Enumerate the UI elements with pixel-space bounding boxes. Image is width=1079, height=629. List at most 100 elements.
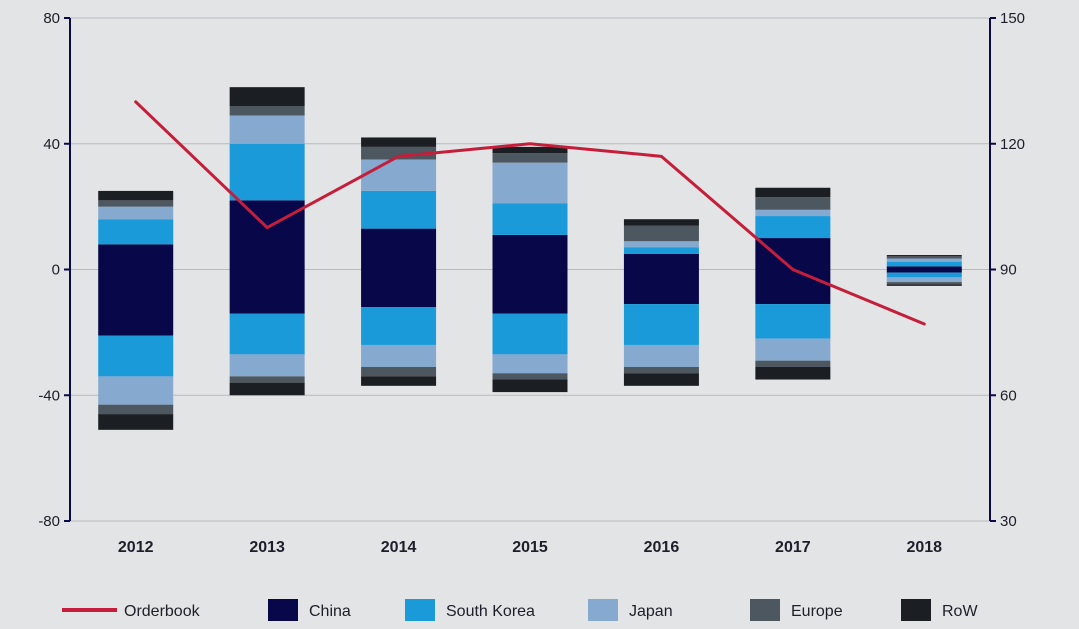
- y-left-tick-label: -80: [38, 513, 60, 530]
- bar-segment-china: [886, 266, 962, 270]
- legend-label: China: [309, 603, 351, 620]
- bar-segment-row: [623, 219, 699, 226]
- legend-swatch-box: [405, 599, 435, 621]
- bar-segment-south-korea: [623, 247, 699, 254]
- bar-segment-japan: [623, 241, 699, 248]
- y-right-tick-label: 90: [1000, 262, 1017, 279]
- y-left-tick-label: 40: [43, 136, 60, 153]
- legend-label: Orderbook: [124, 603, 201, 620]
- bar-segment-europe: [229, 376, 305, 383]
- x-tick-label: 2018: [906, 539, 942, 556]
- bar-segment-japan: [492, 354, 568, 374]
- bar-segment-europe: [755, 197, 831, 210]
- bar-segment-europe: [886, 282, 962, 285]
- bar-segment-europe: [755, 360, 831, 367]
- bar-segment-japan: [755, 209, 831, 217]
- bar-segment-row: [98, 190, 174, 201]
- x-tick-label: 2012: [118, 539, 154, 556]
- legend-item-japan: Japan: [588, 599, 673, 621]
- bar-segment-china: [755, 238, 831, 270]
- bar-segment-south-korea: [229, 143, 305, 201]
- bar-segment-china: [229, 269, 305, 314]
- orderbook-line: [134, 100, 926, 326]
- legend-label: Japan: [629, 603, 673, 620]
- bar-segment-japan: [229, 115, 305, 144]
- bar-segment-china: [492, 234, 568, 270]
- bar-segment-china: [623, 269, 699, 305]
- bar-segment-japan: [623, 344, 699, 367]
- y-left-tick-label: 0: [52, 262, 60, 279]
- bar-segment-south-korea: [886, 261, 962, 267]
- bar-segment-china: [98, 244, 174, 270]
- legend-item-china: China: [268, 599, 351, 621]
- legend-swatch-box: [750, 599, 780, 621]
- x-tick-label: 2016: [644, 539, 680, 556]
- bar-segment-china: [229, 200, 305, 270]
- bar-segment-row: [886, 284, 962, 286]
- y-right-tick-label: 60: [1000, 387, 1017, 404]
- bar-segment-south-korea: [361, 307, 437, 345]
- bar-segment-europe: [623, 366, 699, 374]
- bar-segment-china: [361, 269, 437, 308]
- bar-segment-japan: [886, 258, 962, 262]
- bar-segment-china: [623, 253, 699, 270]
- bar-segment-row: [229, 87, 305, 107]
- bar-segment-china: [492, 269, 568, 314]
- bar-segment-south-korea: [755, 216, 831, 239]
- bar-segment-japan: [98, 206, 174, 220]
- legend-item-row: RoW: [901, 599, 978, 621]
- x-tick-label: 2015: [512, 539, 548, 556]
- legend-label: RoW: [942, 603, 978, 620]
- bar-segment-europe: [361, 366, 437, 377]
- bar-segment-row: [623, 373, 699, 386]
- legend-swatch-box: [901, 599, 931, 621]
- y-right-tick-label: 30: [1000, 513, 1017, 530]
- bar-segment-south-korea: [623, 304, 699, 345]
- bar-segment-japan: [98, 376, 174, 405]
- bar-segment-south-korea: [886, 272, 962, 278]
- bar-segment-europe: [98, 404, 174, 415]
- bar-segment-row: [361, 137, 437, 147]
- bar-segment-row: [361, 376, 437, 386]
- x-tick-label: 2014: [381, 539, 417, 556]
- bar-segment-south-korea: [229, 313, 305, 355]
- y-right-tick-label: 120: [1000, 136, 1025, 153]
- y-left-tick-label: 80: [43, 10, 60, 27]
- bar-segment-south-korea: [98, 219, 174, 245]
- legend-label: South Korea: [446, 603, 535, 620]
- bar-segment-row: [492, 146, 568, 154]
- bar-segment-south-korea: [492, 203, 568, 235]
- bar-segment-china: [755, 269, 831, 305]
- bar-segment-china: [886, 269, 962, 273]
- bar-segment-europe: [492, 153, 568, 163]
- legend-item-orderbook: Orderbook: [62, 603, 201, 620]
- bar-segment-japan: [361, 344, 437, 367]
- bar-segment-row: [755, 366, 831, 380]
- bar-segment-china: [361, 228, 437, 270]
- bar-segment-japan: [492, 162, 568, 204]
- y-right-tick-label: 150: [1000, 10, 1025, 27]
- x-tick-label: 2013: [249, 539, 285, 556]
- bar-segment-europe: [229, 106, 305, 116]
- bar-segment-japan: [755, 338, 831, 361]
- bar-segment-europe: [98, 200, 174, 207]
- legend-item-south-korea: South Korea: [405, 599, 535, 621]
- bar-segment-china: [98, 269, 174, 336]
- bar-segment-europe: [361, 146, 437, 160]
- bar-segment-row: [492, 379, 568, 393]
- bar-segment-south-korea: [98, 335, 174, 377]
- bar-segment-south-korea: [361, 190, 437, 229]
- legend-item-europe: Europe: [750, 599, 843, 621]
- bar-segment-japan: [229, 354, 305, 377]
- bar-segment-europe: [492, 373, 568, 380]
- y-left-tick-label: -40: [38, 387, 60, 404]
- bar-segment-south-korea: [755, 304, 831, 339]
- bar-segment-row: [886, 255, 962, 257]
- legend-label: Europe: [791, 603, 843, 620]
- bar-segment-japan: [886, 277, 962, 283]
- x-tick-label: 2017: [775, 539, 811, 556]
- bar-segment-south-korea: [492, 313, 568, 355]
- bar-segment-row: [98, 414, 174, 430]
- bar-segment-europe: [886, 256, 962, 259]
- legend-swatch-box: [588, 599, 618, 621]
